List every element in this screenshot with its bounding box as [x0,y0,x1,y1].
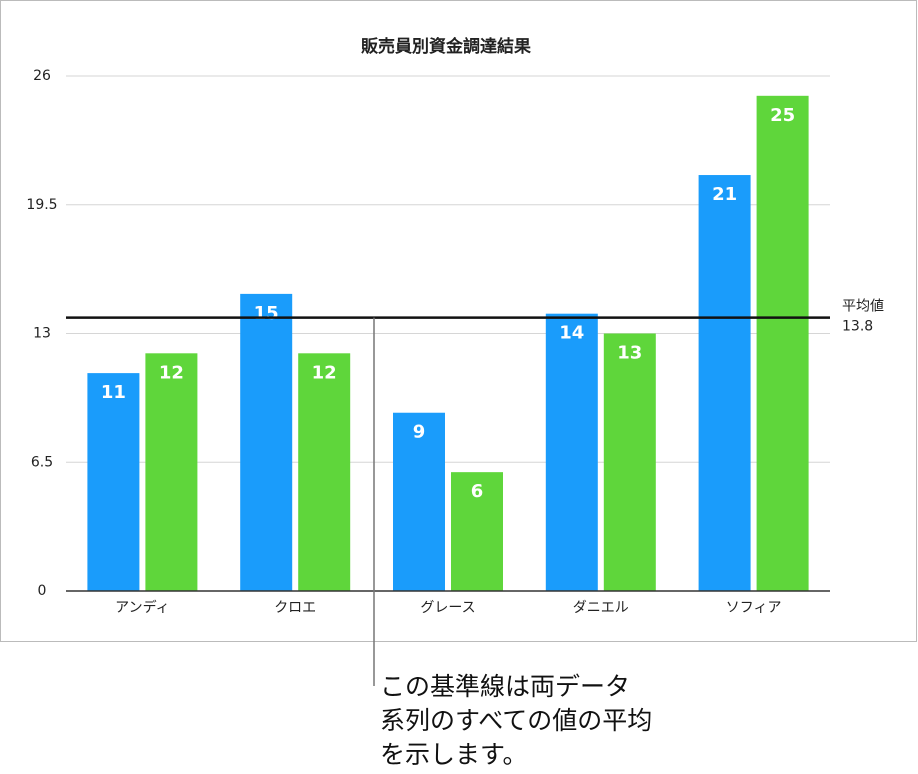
x-tick-label: ダニエル [573,600,629,616]
value-label: 21 [712,184,737,205]
reference-value: 13.8 [842,319,873,335]
reference-label: 平均値 [842,299,884,315]
y-tick-label: 6.5 [31,454,53,470]
y-tick-label: 19.5 [26,197,57,213]
y-tick-label: 0 [38,583,47,599]
annotation: 系列のすべての値の平均 [380,706,652,735]
value-label: 9 [413,422,426,443]
annotation: この基準線は両データ [380,672,630,701]
value-label: 13 [617,343,642,364]
value-label: 11 [101,382,126,403]
bar [145,353,198,591]
x-tick-label: グレース [420,600,475,616]
bar [756,95,809,592]
y-tick-label: 13 [33,326,51,342]
value-label: 15 [254,303,279,324]
bar [451,472,503,591]
bar [298,353,351,591]
value-label: 12 [159,362,184,383]
x-tick-label: クロエ [274,600,316,616]
y-tick-label: 26 [33,68,51,84]
value-label: 14 [559,323,584,344]
value-label: 6 [471,481,484,502]
bar [698,175,751,592]
annotation: を示します。 [380,740,528,769]
bar [545,313,598,591]
value-label: 12 [312,362,337,383]
bar [603,333,656,591]
value-label: 25 [770,105,795,126]
bar [240,293,293,591]
chart-title: 販売員別資金調達結果 [361,36,531,57]
x-tick-label: アンディ [115,599,169,616]
x-tick-label: ソフィア [726,600,782,616]
bar [87,373,140,591]
bar [393,412,445,591]
